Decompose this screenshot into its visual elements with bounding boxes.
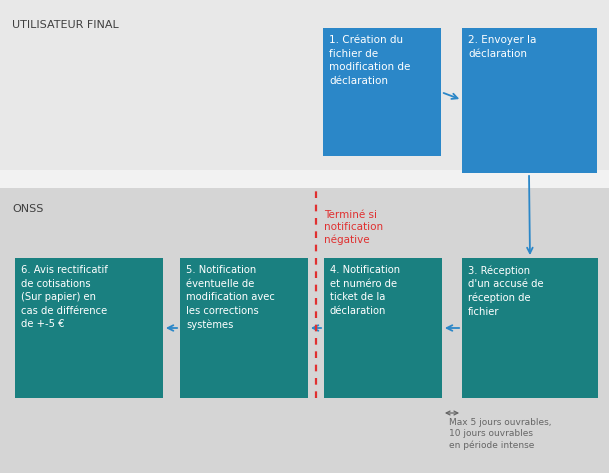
Bar	[0, 188, 609, 473]
Bar	[462, 258, 598, 398]
Text: Terminé si
notification
négative: Terminé si notification négative	[324, 210, 383, 245]
Bar	[15, 258, 163, 398]
Text: 6. Avis rectificatif
de cotisations
(Sur papier) en
cas de différence
de +-5 €: 6. Avis rectificatif de cotisations (Sur…	[21, 265, 108, 329]
Text: 4. Notification
et numéro de
ticket de la
déclaration: 4. Notification et numéro de ticket de l…	[330, 265, 400, 316]
Text: 1. Création du
fichier de
modification de
déclaration: 1. Création du fichier de modification d…	[329, 35, 410, 86]
Bar	[324, 258, 442, 398]
Text: UTILISATEUR FINAL: UTILISATEUR FINAL	[12, 20, 119, 30]
Text: 5. Notification
éventuelle de
modification avec
les corrections
systèmes: 5. Notification éventuelle de modificati…	[186, 265, 275, 330]
Bar	[0, 0, 609, 170]
Bar	[180, 258, 308, 398]
Text: ONSS: ONSS	[12, 204, 43, 214]
Bar	[323, 28, 441, 156]
Text: 3. Réception
d'un accusé de
réception de
fichier: 3. Réception d'un accusé de réception de…	[468, 265, 544, 317]
Bar	[0, 170, 609, 188]
Bar	[462, 28, 597, 173]
Text: Max 5 jours ouvrables,
10 jours ouvrables
en période intense: Max 5 jours ouvrables, 10 jours ouvrable…	[449, 418, 552, 450]
Text: 2. Envoyer la
déclaration: 2. Envoyer la déclaration	[468, 35, 537, 59]
